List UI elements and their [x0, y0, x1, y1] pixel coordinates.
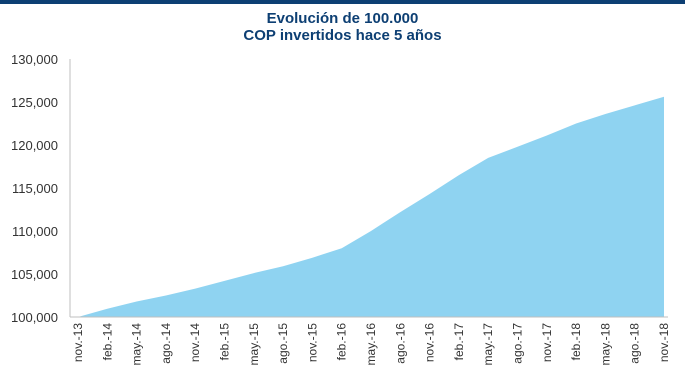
x-tick-label: nov.-14	[188, 323, 202, 362]
chart-title: Evolución de 100.000	[266, 10, 419, 27]
chart-title-block: Evolución de 100.000 COP invertidos hace…	[0, 10, 685, 44]
x-tick-label: ago.-16	[393, 323, 407, 364]
x-tick-label: ago.-14	[159, 323, 173, 364]
y-tick-label: 115,000	[12, 181, 58, 196]
chart-subtitle: COP invertidos hace 5 años	[243, 27, 442, 44]
x-tick-label: ago.-18	[628, 323, 642, 364]
x-tick-label: feb.-14	[100, 323, 114, 361]
y-tick-label: 100,000	[11, 310, 58, 325]
x-tick-label: nov.-15	[305, 323, 319, 362]
y-tick-label: 120,000	[11, 138, 58, 153]
x-tick-label: feb.-17	[452, 323, 466, 361]
y-tick-label: 110,000	[12, 224, 58, 239]
x-tick-label: nov.-17	[540, 323, 554, 362]
x-tick-label: may.-14	[130, 323, 144, 366]
x-tick-label: may.-17	[481, 323, 495, 366]
x-tick-label: feb.-15	[218, 323, 232, 361]
x-tick-label: ago.-15	[276, 323, 290, 364]
x-tick-label: nov.-13	[71, 323, 85, 362]
x-tick-label: nov.-18	[657, 323, 671, 362]
chart: Evolución de 100.000 COP invertidos hace…	[0, 4, 685, 379]
y-tick-label: 125,000	[11, 95, 58, 110]
series-area	[78, 96, 664, 317]
x-tick-label: may.-16	[364, 323, 378, 366]
y-tick-label: 130,000	[11, 52, 58, 67]
x-tick-label: feb.-16	[335, 323, 349, 361]
x-tick-label: may.-18	[598, 323, 612, 366]
y-tick-label: 105,000	[11, 267, 58, 282]
x-tick-label: feb.-18	[569, 323, 583, 361]
chart-plot: 100,000 105,000 110,000 115,000 120,000 125,0…	[11, 52, 671, 366]
x-tick-label: may.-15	[247, 323, 261, 366]
top-accent-bar	[0, 0, 685, 4]
x-tick-label: nov.-16	[423, 323, 437, 362]
x-tick-label: ago.-17	[511, 323, 525, 364]
